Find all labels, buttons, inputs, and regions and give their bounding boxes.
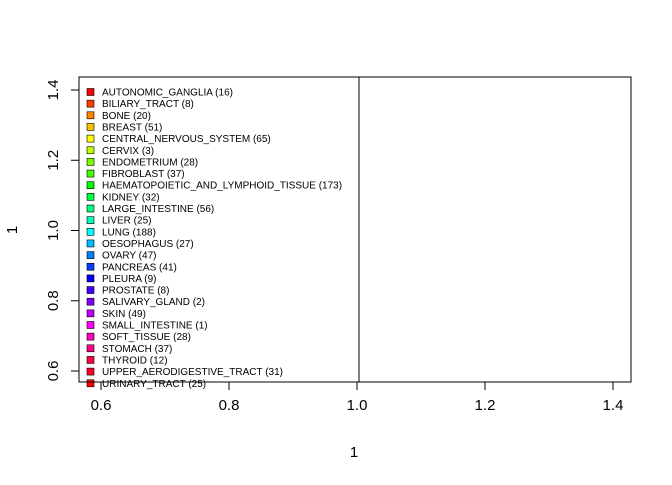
legend-label: BILIARY_TRACT (8)	[102, 99, 194, 110]
legend-swatch	[86, 99, 95, 108]
legend-swatch	[86, 181, 95, 189]
y-tick-label: 1.0	[45, 220, 62, 241]
legend-swatch	[86, 367, 95, 376]
x-axis: 0.6 0.8 1.0 1.2 1.4	[91, 381, 624, 414]
legend-label: OVARY (47)	[102, 251, 156, 262]
legend-label: CERVIX (3)	[102, 146, 154, 157]
legend-swatch	[86, 228, 95, 236]
y-tick-label: 1.2	[45, 150, 62, 171]
legend-label: SMALL_INTESTINE (1)	[102, 321, 208, 332]
legend-box	[78, 76, 360, 383]
legend-label: HAEMATOPOIETIC_AND_LYMPHOID_TISSUE (173)	[102, 181, 342, 192]
y-tick-label: 0.8	[45, 290, 62, 311]
legend-swatch	[86, 158, 95, 166]
legend-swatch	[86, 88, 95, 96]
y-axis-label: 1	[4, 226, 21, 234]
legend-label: AUTONOMIC_GANGLIA (16)	[102, 88, 233, 99]
legend-swatch	[86, 193, 95, 201]
legend-label: ENDOMETRIUM (28)	[102, 157, 198, 168]
legend-label: FIBROBLAST (37)	[102, 169, 185, 180]
legend-label: URINARY_TRACT (25)	[102, 379, 206, 390]
legend-label: STOMACH (37)	[102, 344, 172, 355]
legend-swatch	[86, 321, 95, 329]
legend-swatch	[86, 134, 95, 143]
y-tick-label: 0.6	[45, 361, 62, 382]
legend-label: KIDNEY (32)	[102, 192, 160, 203]
x-tick-label: 1.4	[603, 397, 624, 414]
legend-label: SOFT_TISSUE (28)	[102, 332, 191, 343]
legend-swatch	[86, 204, 95, 213]
legend-label: BONE (20)	[102, 111, 151, 122]
y-axis: 0.6 0.8 1.0 1.2 1.4	[45, 80, 80, 382]
legend-swatch	[86, 286, 95, 294]
legend-swatch	[86, 251, 95, 259]
x-tick-label: 1.0	[347, 397, 368, 414]
legend-label: OESOPHAGUS (27)	[102, 239, 194, 250]
legend-label: LUNG (188)	[102, 227, 156, 238]
legend-label: CENTRAL_NERVOUS_SYSTEM (65)	[102, 134, 271, 145]
legend-swatch	[86, 111, 95, 120]
legend-swatch	[86, 239, 95, 248]
x-tick-label: 0.8	[219, 397, 240, 414]
y-tick-label: 1.4	[45, 80, 62, 101]
legend-label: SKIN (49)	[102, 309, 146, 320]
legend-swatch	[86, 309, 95, 318]
legend-label: UPPER_AERODIGESTIVE_TRACT (31)	[102, 367, 283, 378]
legend-label: LIVER (25)	[102, 216, 151, 227]
x-tick-label: 1.2	[475, 397, 496, 414]
legend-label: SALIVARY_GLAND (2)	[102, 297, 205, 308]
legend-label: LARGE_INTESTINE (56)	[102, 204, 214, 215]
x-tick-label: 0.6	[91, 397, 112, 414]
x-axis-label: 1	[350, 444, 358, 461]
legend-swatch	[86, 344, 95, 353]
legend-label: BREAST (51)	[102, 122, 162, 133]
legend-label: PLEURA (9)	[102, 274, 156, 285]
legend-label: PROSTATE (8)	[102, 286, 169, 297]
legend-swatch	[86, 379, 95, 388]
legend-swatch	[86, 297, 95, 306]
legend: AUTONOMIC_GANGLIA (16)BILIARY_TRACT (8)B…	[78, 76, 360, 390]
legend-swatch	[86, 332, 95, 341]
legend-label: PANCREAS (41)	[102, 262, 177, 273]
legend-swatch	[86, 169, 95, 178]
legend-label: THYROID (12)	[102, 355, 168, 366]
legend-swatch	[86, 216, 95, 224]
legend-swatch	[86, 262, 95, 271]
legend-swatch	[86, 123, 95, 131]
legend-swatch	[86, 146, 95, 155]
legend-swatch	[86, 356, 95, 364]
legend-swatch	[86, 274, 95, 283]
